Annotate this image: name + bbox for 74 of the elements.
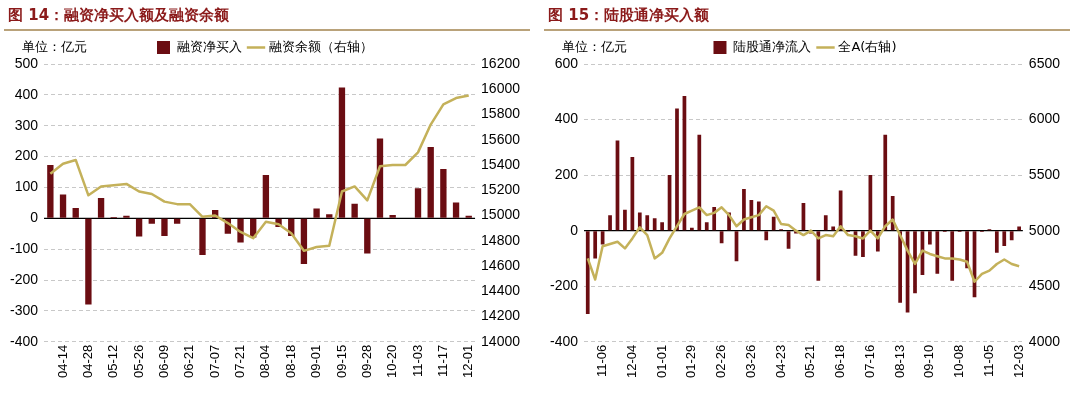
chart-title: 图 14：融资净买入额及融资余额 <box>4 4 530 31</box>
y-tick-label: -300 <box>9 301 39 318</box>
y2-tick-label: 15600 <box>481 130 521 147</box>
y2-tick-label: 4500 <box>1028 277 1061 294</box>
x-tick-label: 05-26 <box>130 344 146 378</box>
y2-tick-label: 14600 <box>481 256 521 273</box>
x-tick-label: 12-04 <box>623 344 639 378</box>
x-tick-label: 05-12 <box>105 344 121 378</box>
y2-tick-label: 6500 <box>1028 54 1061 71</box>
x-tick-label: 06-21 <box>181 344 197 378</box>
legend-label: 全A(右轴) <box>838 38 897 54</box>
x-tick-label: 09-10 <box>921 344 937 378</box>
x-tick-label: 02-26 <box>713 344 729 378</box>
x-tick-label: 07-16 <box>861 344 877 378</box>
y-tick-label: -200 <box>549 277 579 294</box>
y2-tick-label: 14200 <box>481 307 521 324</box>
x-tick-label: 04-28 <box>79 344 95 378</box>
x-tick-label: 11-17 <box>434 344 450 378</box>
x-tick-label: 10-20 <box>384 344 400 378</box>
legend-label: 融资余额（右轴） <box>269 38 373 54</box>
x-tick-label: 12-01 <box>460 344 476 378</box>
y-tick-label: 400 <box>14 85 39 102</box>
x-tick-label: 06-18 <box>832 344 848 378</box>
x-tick-label: 04-14 <box>54 344 70 378</box>
y2-tick-label: 4000 <box>1028 332 1061 349</box>
y2-tick-label: 15200 <box>481 181 521 198</box>
y-tick-label: 600 <box>554 54 579 71</box>
y-tick-label: 0 <box>30 209 39 226</box>
legend-label: 陆股通净流入 <box>732 38 811 54</box>
x-tick-label: 09-28 <box>358 344 374 378</box>
y-tick-label: 100 <box>14 178 39 195</box>
y-tick-label: -400 <box>9 332 39 349</box>
y2-tick-label: 15400 <box>481 155 521 172</box>
x-tick-label: 11-03 <box>409 344 425 378</box>
legend-label: 融资净买入 <box>176 38 242 54</box>
x-tick-label: 05-21 <box>802 344 818 378</box>
x-tick-label: 07-21 <box>232 344 248 378</box>
y2-tick-label: 5000 <box>1028 221 1061 238</box>
x-tick-label: 10-08 <box>951 344 967 378</box>
y2-tick-label: 14800 <box>481 231 521 248</box>
x-tick-label: 08-04 <box>257 344 273 378</box>
x-tick-label: 03-26 <box>742 344 758 378</box>
y2-tick-label: 5500 <box>1028 165 1061 182</box>
x-tick-label: 11-06 <box>594 344 610 378</box>
y-tick-label: -100 <box>9 240 39 257</box>
y-tick-label: 0 <box>570 221 579 238</box>
x-tick-label: 06-09 <box>156 344 172 378</box>
y2-tick-label: 6000 <box>1028 110 1061 127</box>
y2-tick-label: 15000 <box>481 206 521 223</box>
x-tick-label: 04-23 <box>772 344 788 378</box>
x-tick-label: 01-01 <box>653 344 669 378</box>
y-axis-title: 单位：亿元 <box>22 38 87 54</box>
y2-tick-label: 15800 <box>481 105 521 122</box>
y-tick-label: 500 <box>14 54 39 71</box>
x-tick-label: 09-15 <box>333 344 349 378</box>
y2-tick-label: 14400 <box>481 282 521 299</box>
x-tick-label: 08-13 <box>891 344 907 378</box>
y2-tick-label: 16000 <box>481 80 521 97</box>
y2-tick-label: 14000 <box>481 332 521 349</box>
x-tick-label: 08-18 <box>282 344 298 378</box>
y-tick-label: 200 <box>554 165 579 182</box>
y-tick-label: 200 <box>14 147 39 164</box>
x-tick-label: 09-01 <box>308 344 324 378</box>
y-tick-label: -200 <box>9 270 39 287</box>
x-tick-label: 01-29 <box>683 344 699 378</box>
chart-title: 图 15：陆股通净买入额 <box>544 4 1070 31</box>
y2-tick-label: 16200 <box>481 54 521 71</box>
x-tick-label: 11-05 <box>980 344 996 378</box>
y-tick-label: -400 <box>549 332 579 349</box>
x-tick-label: 12-03 <box>1010 344 1026 378</box>
y-axis-title: 单位：亿元 <box>562 38 627 54</box>
y-tick-label: 400 <box>554 110 579 127</box>
x-tick-label: 07-07 <box>206 344 222 378</box>
y-tick-label: 300 <box>14 116 39 133</box>
